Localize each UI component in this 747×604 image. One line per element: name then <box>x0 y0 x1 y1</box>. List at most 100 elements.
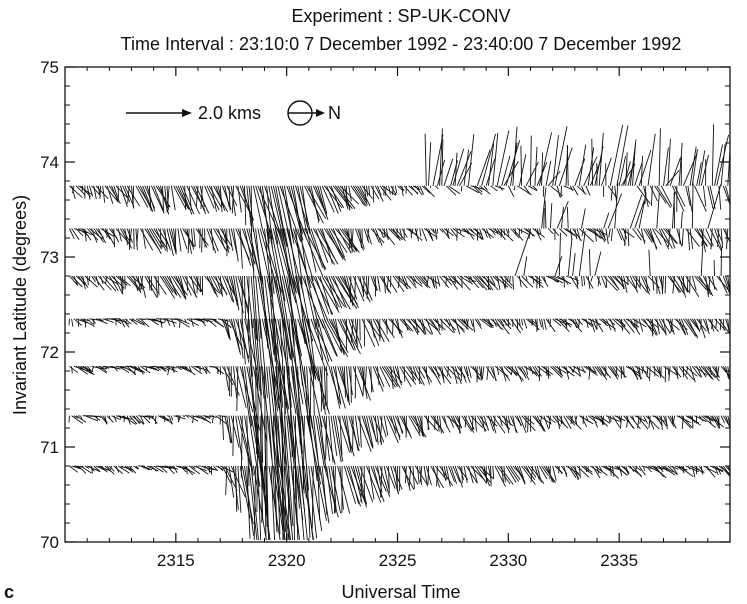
velocity-vector <box>309 366 312 418</box>
velocity-vector <box>514 233 530 277</box>
velocity-vector <box>86 365 93 373</box>
velocity-vector <box>582 415 585 424</box>
velocity-vector <box>133 415 140 424</box>
velocity-vector <box>463 149 470 186</box>
velocity-vector <box>430 275 435 287</box>
velocity-vector <box>264 465 267 541</box>
velocity-vector <box>252 275 259 342</box>
velocity-vector <box>69 185 83 198</box>
velocity-vector <box>594 366 603 376</box>
velocity-vector <box>561 206 564 229</box>
velocity-vector <box>168 465 175 470</box>
velocity-vector <box>632 465 643 478</box>
velocity-vector <box>170 185 176 211</box>
velocity-vector <box>558 366 562 376</box>
velocity-vector <box>465 275 473 285</box>
velocity-vector <box>722 185 731 205</box>
velocity-vector <box>656 318 660 335</box>
velocity-vector <box>410 228 412 239</box>
velocity-vector <box>308 318 316 374</box>
velocity-vector <box>519 366 527 379</box>
velocity-vector <box>521 415 536 432</box>
velocity-vector <box>414 318 419 334</box>
velocity-vector <box>362 275 365 297</box>
velocity-vector <box>264 228 273 298</box>
velocity-vector <box>388 228 400 240</box>
velocity-vector <box>221 318 230 339</box>
velocity-vector <box>569 228 573 241</box>
velocity-vector <box>441 139 444 186</box>
velocity-vector <box>159 275 175 299</box>
velocity-vector <box>640 155 643 186</box>
velocity-vector <box>370 318 375 338</box>
velocity-vector <box>673 415 676 423</box>
velocity-vector <box>639 415 642 424</box>
velocity-vector <box>159 318 163 328</box>
velocity-vector <box>503 275 513 287</box>
velocity-vector <box>72 185 75 194</box>
velocity-vector <box>499 185 503 191</box>
velocity-vector <box>638 318 644 332</box>
velocity-vector <box>597 275 600 287</box>
velocity-vector <box>250 275 257 340</box>
velocity-vector <box>111 365 121 370</box>
velocity-vector <box>720 465 731 477</box>
velocity-vector <box>512 275 514 290</box>
velocity-vector <box>246 275 254 329</box>
velocity-vector <box>480 366 483 381</box>
velocity-vector <box>326 318 349 358</box>
velocity-vector <box>100 275 104 285</box>
velocity-vector <box>295 465 299 541</box>
velocity-vector <box>467 415 475 430</box>
velocity-vector <box>703 465 717 474</box>
velocity-vector <box>456 228 458 241</box>
velocity-vector <box>669 465 679 470</box>
velocity-vector <box>663 318 667 336</box>
velocity-vector <box>290 366 304 454</box>
velocity-vector <box>547 318 550 325</box>
velocity-vector <box>539 465 548 480</box>
velocity-vector <box>166 318 171 326</box>
velocity-vector <box>75 465 81 469</box>
velocity-vector <box>166 185 169 211</box>
velocity-vector <box>645 228 655 244</box>
velocity-vector <box>663 147 669 186</box>
velocity-vector <box>135 228 138 251</box>
velocity-vector <box>75 415 87 423</box>
velocity-vector <box>149 365 158 370</box>
velocity-vector <box>202 366 208 375</box>
velocity-vector <box>117 228 122 242</box>
velocity-vector <box>168 415 173 425</box>
velocity-vector <box>155 365 161 371</box>
velocity-vector <box>596 366 608 381</box>
velocity-vector <box>167 366 170 376</box>
velocity-vector <box>687 185 693 212</box>
velocity-vector <box>691 182 694 229</box>
velocity-vector <box>663 465 674 473</box>
velocity-vector <box>78 365 93 374</box>
velocity-vector <box>186 185 200 215</box>
velocity-vector <box>680 211 683 229</box>
velocity-vector <box>439 128 443 186</box>
velocity-vector <box>204 275 219 294</box>
velocity-vector <box>186 228 193 254</box>
velocity-vector <box>266 228 275 294</box>
velocity-vector <box>286 275 300 352</box>
velocity-vector <box>625 465 629 475</box>
velocity-vector <box>206 275 216 295</box>
velocity-vector <box>525 465 533 478</box>
velocity-vector <box>719 318 722 331</box>
velocity-vector <box>348 366 353 396</box>
velocity-vector <box>459 366 467 383</box>
velocity-vector <box>100 465 108 473</box>
velocity-vector <box>463 228 470 235</box>
velocity-vector <box>581 275 583 287</box>
velocity-vector <box>283 415 294 527</box>
velocity-vector <box>658 415 667 427</box>
velocity-vector <box>425 318 434 335</box>
velocity-vector <box>432 465 441 488</box>
velocity-vector <box>578 144 587 186</box>
velocity-vector <box>270 228 286 302</box>
velocity-vector <box>436 465 438 487</box>
velocity-vector <box>341 318 361 355</box>
